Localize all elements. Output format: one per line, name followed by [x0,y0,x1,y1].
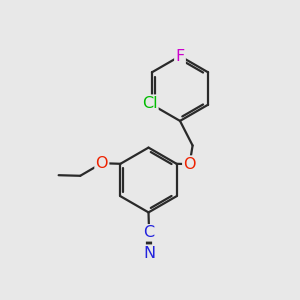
Text: Cl: Cl [142,96,158,111]
Text: O: O [96,156,108,171]
Text: N: N [143,246,155,261]
Text: F: F [176,49,184,64]
Text: C: C [143,225,155,240]
Text: O: O [183,157,196,172]
